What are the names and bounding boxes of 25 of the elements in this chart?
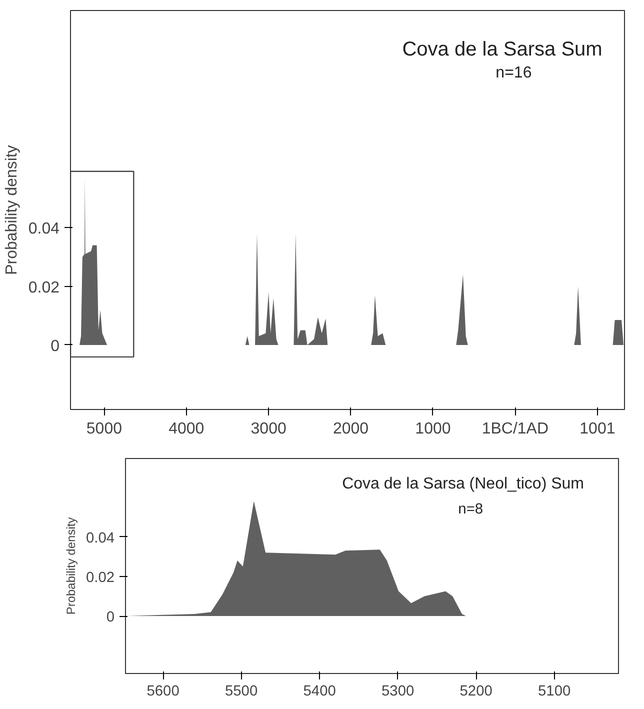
x-tick-label: 5200 [460,684,492,700]
text: Cova de la Sarsa (Neol_tico) Sum [342,476,584,493]
x-tick-label: 5500 [225,684,258,700]
y-tick-label: 0.04 [28,220,60,238]
x-tick-label: 1BC/1AD [482,420,549,438]
y-tick-label: 0.04 [86,530,115,546]
x-tick-label: 4000 [168,420,204,438]
x-tick-label: 5400 [303,684,336,700]
x-tick-label: 1000 [415,420,451,438]
y-tick-label: 0.02 [28,279,60,296]
y-axis-title: Probability density [64,517,78,615]
x-tick-label: 2000 [332,420,369,438]
x-tick-label: 1001 [580,420,616,438]
y-tick-label: 0.02 [86,570,115,586]
x-tick-label: 5000 [86,420,122,438]
text: n=16 [496,64,532,82]
y-tick-label: 0 [50,338,60,355]
x-tick-label: 5100 [538,684,571,700]
x-tick-label: 5300 [382,684,414,700]
y-axis-title: Probability density [3,145,20,275]
text: Cova de la Sarsa Sum [402,38,602,60]
x-tick-label: 3000 [250,420,286,438]
x-tick-label: 5600 [146,684,180,700]
y-tick-label: 0 [106,610,115,626]
text: n=8 [458,502,484,518]
